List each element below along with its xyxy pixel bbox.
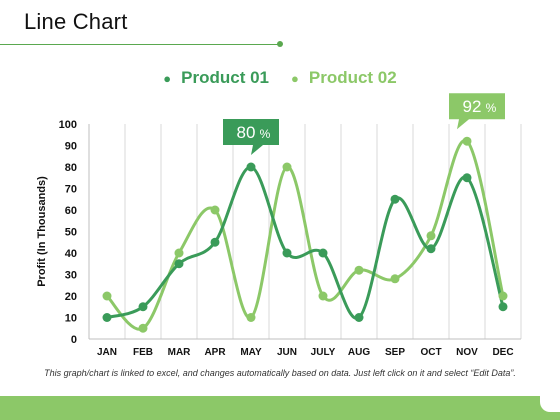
- data-point-product-01: [318, 248, 328, 258]
- y-tick-label: 50: [65, 227, 77, 239]
- title-underline-dot: [277, 41, 283, 47]
- y-tick-label: 40: [65, 248, 77, 260]
- callout-bubble: [449, 93, 505, 130]
- data-point-product-02: [210, 205, 220, 215]
- data-point-product-02: [390, 274, 400, 284]
- data-point-product-01: [138, 302, 148, 312]
- y-tick-label: 20: [65, 291, 77, 303]
- x-tick-label: JAN: [97, 347, 117, 358]
- callout-percent-sign: %: [260, 127, 271, 141]
- page-title: Line Chart: [24, 9, 128, 34]
- y-tick-label: 100: [59, 119, 77, 131]
- x-tick-label: FEB: [133, 347, 153, 358]
- y-tick-label: 0: [71, 334, 77, 346]
- callout-percent-sign: %: [486, 101, 497, 115]
- data-point-product-01: [354, 313, 364, 322]
- legend-marker-product-01: ●: [163, 70, 172, 86]
- data-point-product-01: [210, 237, 220, 247]
- data-point-product-02: [174, 248, 184, 258]
- x-tick-label: AUG: [348, 347, 370, 358]
- data-point-product-01: [390, 194, 400, 204]
- y-tick-label: 80: [65, 162, 77, 174]
- data-point-product-01: [102, 313, 112, 322]
- footer-tab: [540, 396, 560, 412]
- footer-band: [0, 396, 560, 420]
- data-point-product-02: [426, 231, 436, 241]
- callout-bubble: [223, 119, 279, 155]
- data-point-product-02: [246, 313, 256, 322]
- legend-item-product-02[interactable]: ● Product 02: [291, 68, 397, 88]
- x-tick-label: JUN: [277, 347, 297, 358]
- y-tick-label: 70: [65, 184, 77, 196]
- x-tick-label: DEC: [492, 347, 513, 358]
- callout-value: 80: [237, 123, 256, 142]
- data-point-product-02: [354, 265, 364, 275]
- x-tick-label: MAY: [240, 347, 262, 358]
- callout-value: 92: [463, 97, 482, 116]
- data-point-product-02: [318, 291, 328, 301]
- x-tick-label: NOV: [456, 347, 478, 358]
- y-axis-label: Profit (In Thousands): [36, 176, 48, 287]
- data-point-product-02: [102, 291, 112, 301]
- x-tick-label: OCT: [420, 347, 441, 358]
- legend-item-product-01[interactable]: ● Product 01: [163, 68, 269, 88]
- legend-marker-product-02: ●: [291, 70, 299, 86]
- data-point-product-02: [462, 136, 472, 146]
- data-point-product-02: [138, 323, 148, 333]
- data-point-product-01: [498, 302, 508, 312]
- data-point-product-01: [246, 162, 256, 172]
- title-underline: [0, 44, 280, 45]
- x-tick-label: APR: [204, 347, 226, 358]
- data-point-product-01: [462, 173, 472, 183]
- y-tick-label: 90: [65, 141, 77, 153]
- data-point-product-02: [282, 162, 292, 172]
- x-tick-label: SEP: [385, 347, 405, 358]
- x-tick-label: JULY: [311, 347, 336, 358]
- y-tick-label: 60: [65, 205, 77, 217]
- x-tick-label: MAR: [168, 347, 192, 358]
- legend-label-product-02: Product 02: [308, 68, 397, 87]
- data-point-product-02: [498, 291, 508, 301]
- y-tick-label: 10: [65, 313, 77, 325]
- data-point-product-01: [282, 248, 292, 258]
- chart-footnote: This graph/chart is linked to excel, and…: [44, 368, 516, 378]
- chart-legend: ● Product 01 ● Product 02: [0, 68, 560, 88]
- y-tick-label: 30: [65, 270, 77, 282]
- data-point-product-01: [426, 244, 436, 254]
- legend-label-product-01: Product 01: [181, 68, 269, 87]
- data-point-product-01: [174, 259, 184, 269]
